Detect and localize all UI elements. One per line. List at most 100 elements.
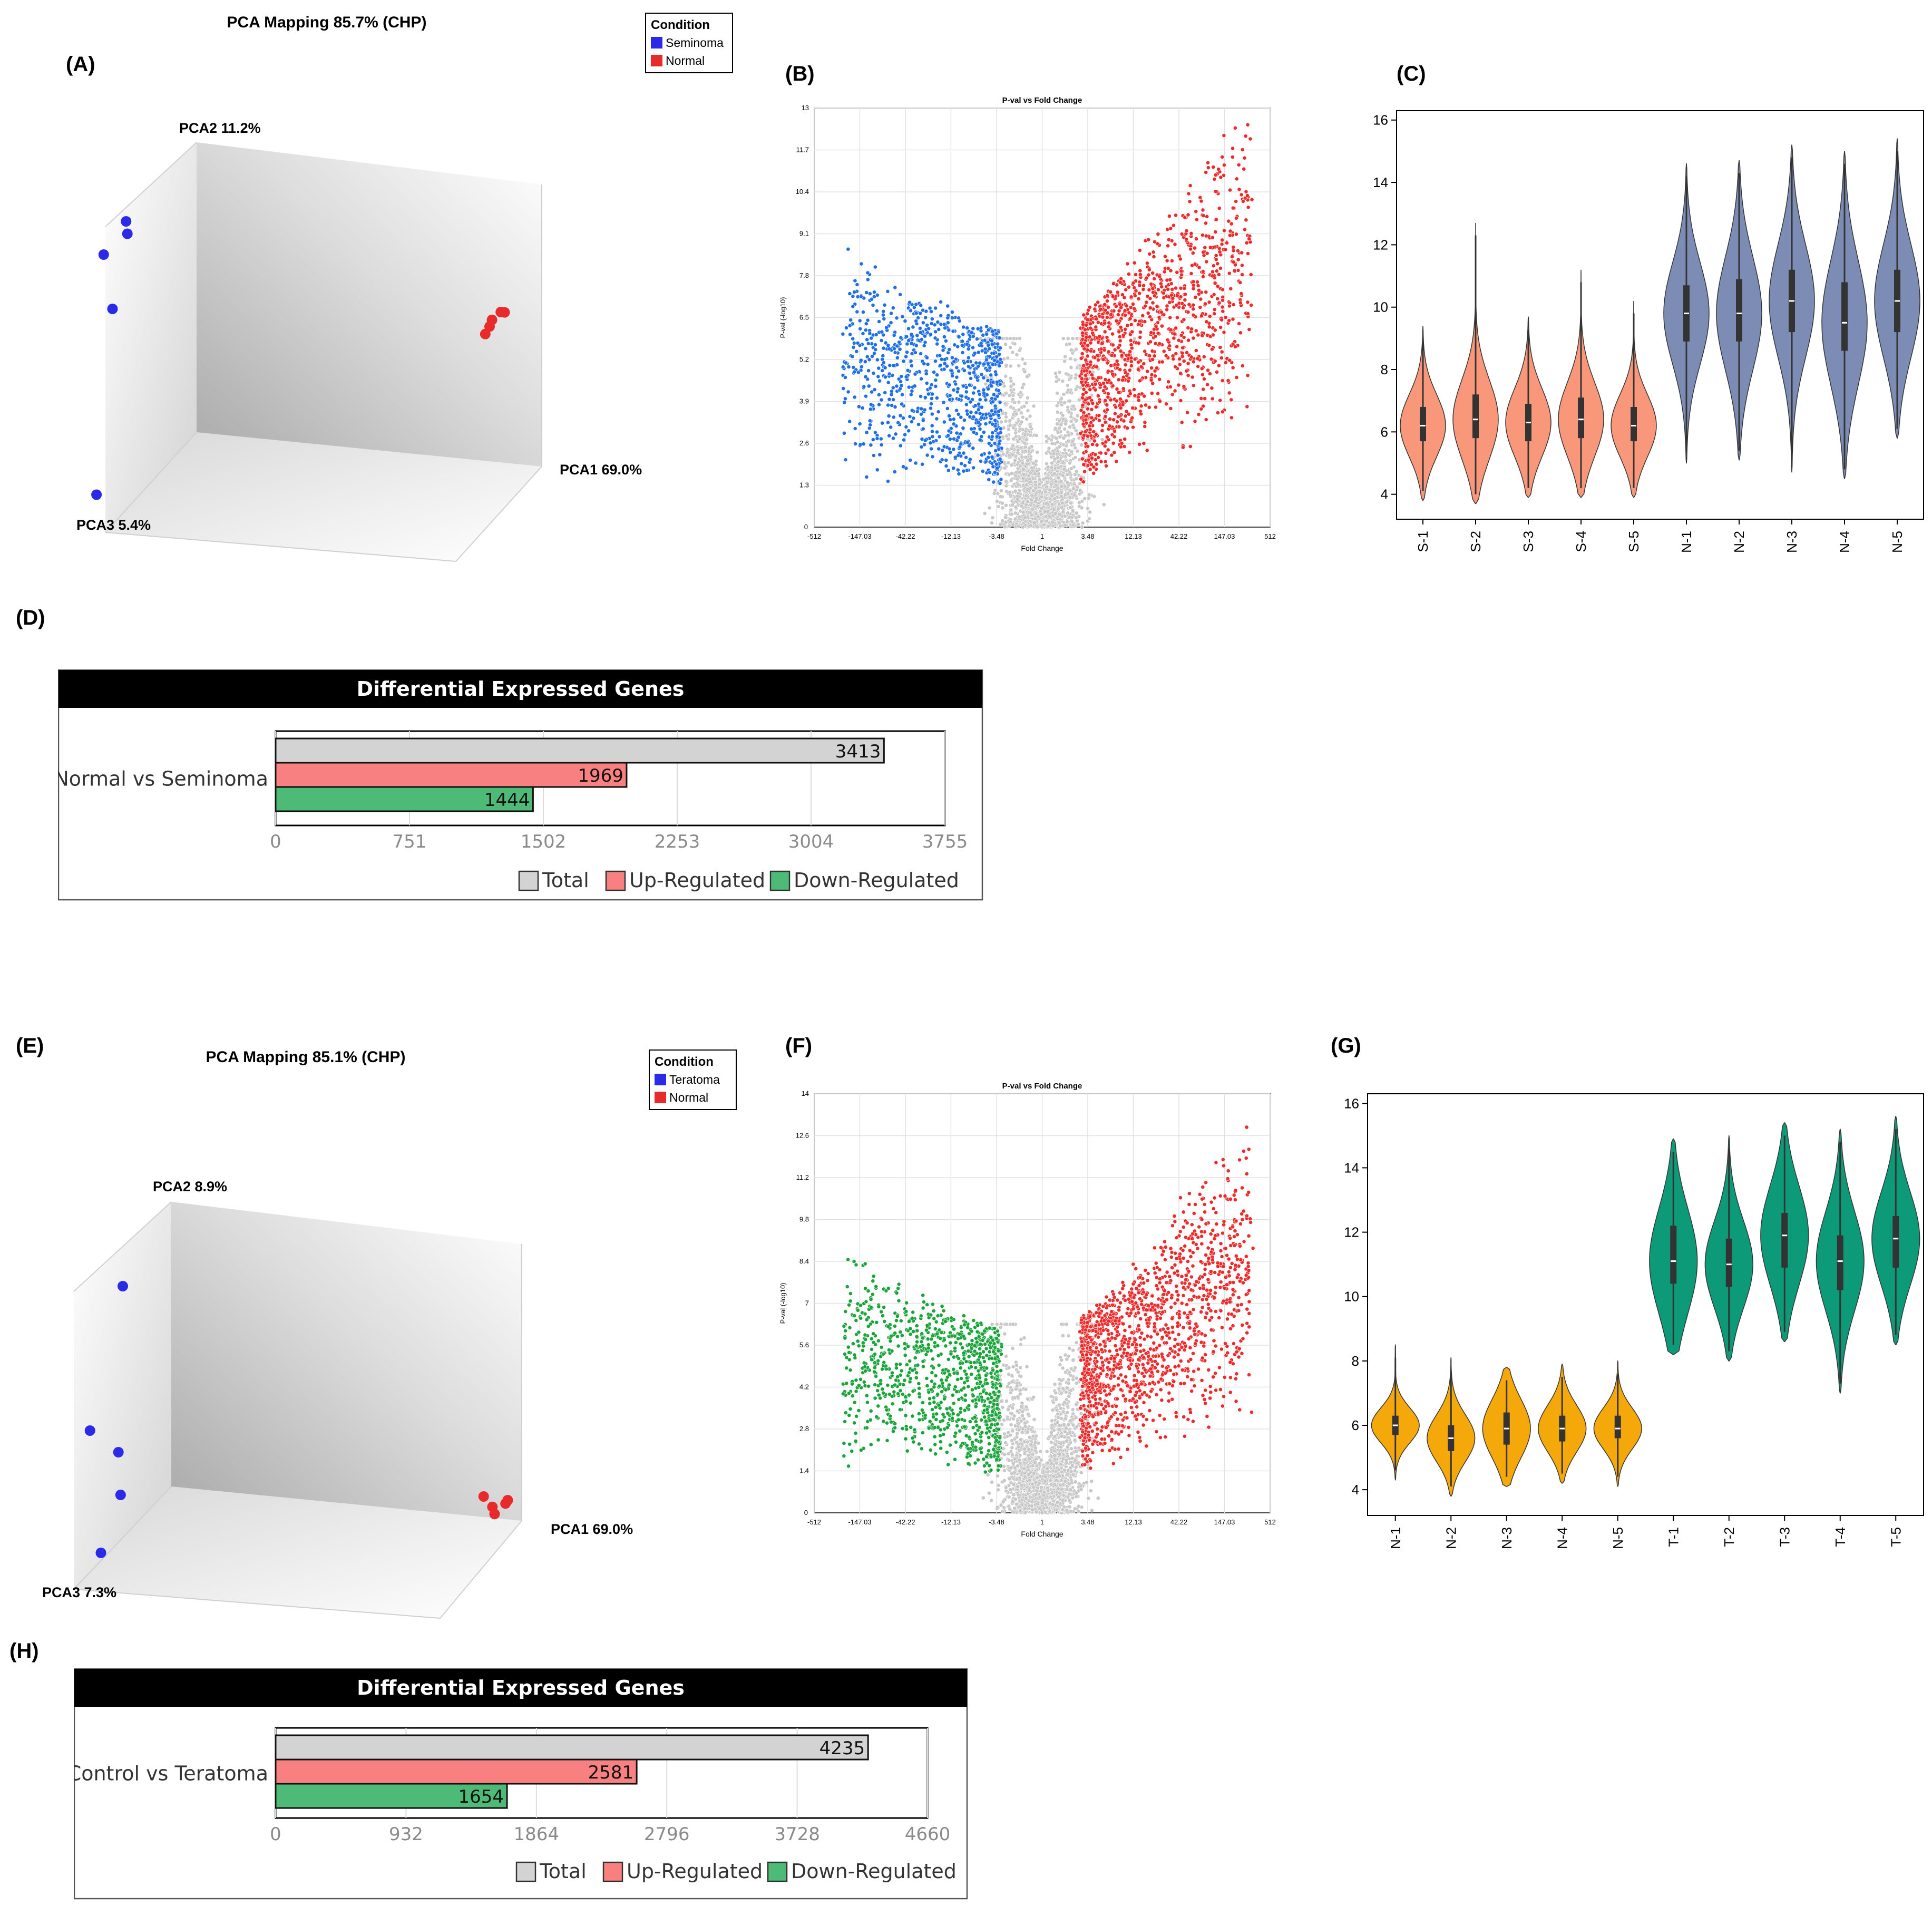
volcano-point-up	[1088, 322, 1092, 326]
volcano-point-down	[988, 365, 992, 370]
volcano-point-down	[914, 343, 919, 348]
volcano-y-tick: 2.6	[799, 439, 809, 447]
volcano-point-up	[1098, 307, 1103, 312]
volcano-point-up	[1153, 368, 1157, 373]
volcano-point-up	[1194, 328, 1198, 333]
volcano-point-down	[998, 382, 1002, 386]
volcano-point-down	[942, 367, 947, 372]
volcano-point-down	[942, 322, 947, 327]
pca-point-seminoma	[122, 228, 133, 239]
volcano-point-up	[1134, 288, 1138, 293]
volcano-point-down	[987, 346, 992, 351]
volcano-point-gray	[1048, 488, 1052, 492]
volcano-point-gray	[1061, 417, 1066, 422]
volcano-point-gray	[1060, 413, 1065, 417]
volcano-x-tick: 3.48	[1081, 532, 1094, 540]
volcano-point-up	[1153, 239, 1157, 244]
volcano-point-down	[967, 383, 972, 387]
volcano-point-gray	[1059, 494, 1063, 499]
volcano-point-down	[929, 383, 934, 387]
volcano-point-down	[989, 384, 993, 388]
volcano-point-up	[1089, 420, 1094, 425]
volcano-point-down	[886, 380, 891, 385]
volcano-point-up	[1168, 315, 1173, 320]
volcano-point-down	[974, 361, 979, 365]
volcano-point-down	[857, 422, 862, 426]
volcano-point-down	[962, 368, 967, 373]
volcano-point-up	[1096, 375, 1101, 380]
volcano-point-up	[1212, 312, 1217, 316]
volcano-point-down	[955, 468, 960, 472]
volcano-point-up	[1139, 364, 1144, 369]
volcano-point-down	[902, 438, 906, 442]
volcano-point-up	[1201, 274, 1205, 279]
volcano-point-down	[923, 334, 927, 338]
volcano-point-up	[1155, 304, 1159, 308]
volcano-point-up	[1091, 430, 1096, 434]
volcano-point-gray	[1070, 336, 1075, 341]
volcano-plot-teratoma: -512 -147.03 -42.22 -12.13 -3.48 1 3.48 12.13 42…	[779, 1082, 1276, 1538]
volcano-point-up	[1179, 333, 1184, 338]
volcano-point-up	[1227, 304, 1232, 308]
volcano-point-gray	[1077, 397, 1081, 402]
volcano-point-up	[1092, 439, 1097, 443]
volcano-point-gray	[1072, 493, 1077, 497]
volcano-point-up	[1225, 240, 1229, 245]
volcano-point-up	[1081, 462, 1086, 467]
volcano-point-gray	[1065, 500, 1069, 504]
volcano-point-down	[964, 468, 969, 473]
volcano-point-up	[1145, 448, 1149, 453]
volcano-point-down	[861, 331, 865, 336]
volcano-point-up	[1188, 247, 1193, 251]
volcano-point-gray	[1019, 504, 1023, 508]
volcano-point-gray	[1056, 475, 1061, 480]
volcano-point-up	[1234, 375, 1239, 380]
volcano-point-down	[906, 429, 911, 433]
volcano-point-up	[1160, 359, 1165, 364]
volcano-point-up	[1089, 462, 1094, 467]
volcano-x-tick: -12.13	[941, 1518, 961, 1526]
volcano-point-up	[1209, 357, 1214, 362]
volcano-point-up	[1182, 384, 1186, 388]
volcano-point-up	[1096, 300, 1100, 305]
volcano-point-up	[1106, 338, 1110, 343]
volcano-point-up	[1099, 451, 1103, 455]
volcano-point-up	[1078, 431, 1083, 435]
volcano-point-gray	[1017, 348, 1022, 353]
volcano-point-down	[856, 404, 861, 409]
volcano-point-up	[1214, 217, 1218, 222]
volcano-y-tick: 9.8	[799, 1216, 809, 1223]
volcano-point-up	[1147, 251, 1152, 256]
volcano-point-gray	[1041, 522, 1046, 527]
volcano-point-up	[1150, 286, 1155, 291]
volcano-point-up	[1146, 237, 1151, 242]
volcano-point-down	[951, 387, 956, 392]
volcano-point-gray	[1057, 444, 1061, 449]
volcano-point-up	[1138, 330, 1143, 334]
volcano-point-down	[874, 333, 879, 337]
volcano-point-down	[938, 363, 943, 367]
pca-axis-label-y: PCA2 11.2%	[179, 120, 261, 136]
volcano-point-down	[899, 374, 904, 379]
pca-axis-label-x: PCA1 69.0%	[551, 1521, 633, 1537]
volcano-point-up	[1111, 308, 1116, 313]
volcano-point-gray	[1067, 410, 1071, 414]
volcano-x-tick: -147.03	[848, 1518, 871, 1526]
volcano-point-gray	[1037, 477, 1042, 482]
volcano-point-down	[905, 342, 910, 346]
volcano-point-down	[964, 409, 969, 413]
volcano-point-gray	[1053, 511, 1058, 516]
volcano-point-up	[1204, 417, 1208, 422]
volcano-point-up	[1130, 406, 1135, 410]
volcano-point-up	[1098, 383, 1103, 387]
volcano-point-up	[1152, 327, 1156, 332]
pca-box-edge	[105, 142, 197, 227]
volcano-point-up	[1105, 407, 1109, 412]
volcano-point-gray	[1053, 489, 1058, 493]
volcano-point-up	[1200, 372, 1205, 377]
volcano-point-up	[1236, 162, 1241, 167]
volcano-point-down	[971, 334, 975, 339]
volcano-point-up	[1180, 351, 1185, 355]
volcano-point-down	[987, 478, 991, 482]
volcano-point-down	[974, 410, 979, 415]
